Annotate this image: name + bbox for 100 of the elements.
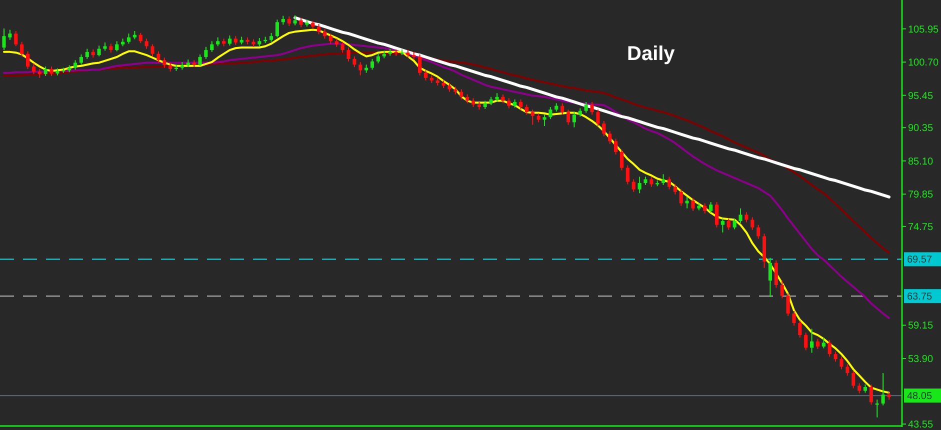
y-tick-label: 79.85: [908, 190, 934, 201]
candlestick: [418, 54, 422, 76]
candlestick: [150, 44, 154, 57]
candlestick: [507, 98, 511, 109]
candlestick: [662, 174, 666, 186]
candlestick: [714, 202, 719, 228]
y-tick-label: 105.95: [908, 24, 940, 36]
candlestick: [602, 120, 606, 137]
candlestick: [726, 218, 730, 230]
candlestick: [632, 178, 636, 192]
candlestick: [317, 24, 321, 35]
candlestick: [340, 41, 344, 54]
candlestick: [881, 372, 885, 406]
ref-line-label: 48.05: [907, 391, 932, 402]
candlestick: [548, 106, 552, 120]
candlestick: [810, 328, 814, 354]
candlestick: [614, 138, 618, 156]
candlestick: [126, 33, 131, 44]
candlestick: [370, 58, 374, 70]
y-tick-label: 85.10: [908, 156, 934, 168]
candlestick: [44, 66, 48, 77]
candlestick: [792, 310, 796, 326]
candlestick: [97, 45, 101, 57]
candlestick: [679, 188, 683, 206]
candlestick: [774, 260, 778, 288]
candlestick: [32, 62, 36, 75]
candlestick: [846, 364, 850, 376]
candlestick: [524, 104, 528, 116]
candlestick: [572, 112, 576, 128]
ref-line-label: 69.57: [907, 254, 932, 266]
candlestick: [703, 202, 707, 214]
candlestick: [566, 109, 570, 126]
candlestick: [768, 257, 772, 298]
candlestick: [673, 184, 677, 195]
candlestick: [780, 280, 784, 299]
y-tick-label: 59.15: [908, 320, 934, 332]
candlestick: [352, 56, 356, 68]
y-tick-label: 90.35: [908, 123, 934, 134]
candlestick: [73, 60, 78, 70]
candlestick: [79, 54, 83, 66]
candlestick: [115, 40, 119, 52]
candlestick: [2, 28, 6, 51]
candlestick: [287, 16, 291, 26]
line-series: [294, 16, 890, 198]
candlestick: [204, 46, 208, 60]
candlestick: [744, 212, 748, 223]
candlestick: [156, 50, 160, 64]
candlestick: [144, 38, 148, 50]
candlestick: [346, 47, 350, 62]
candlestick: [840, 356, 844, 370]
candlestick: [85, 48, 89, 60]
candlestick: [322, 28, 327, 40]
candlestick: [822, 337, 826, 349]
candlestick: [590, 101, 594, 116]
line-series: [3, 42, 890, 319]
candlestick: [828, 340, 832, 358]
candlestick: [8, 29, 12, 40]
candlestick: [460, 88, 464, 100]
candlestick: [328, 33, 332, 44]
candlestick: [691, 198, 695, 212]
candlestick: [198, 54, 202, 66]
candlestick: [620, 148, 624, 171]
candlestick: [424, 70, 428, 81]
candlestick: [26, 50, 30, 70]
candlestick: [667, 176, 672, 190]
candlestick: [638, 176, 642, 194]
candlestick: [542, 114, 546, 127]
candlestick: [685, 196, 689, 209]
candlestick: [530, 109, 534, 126]
annotation: Daily: [627, 43, 676, 65]
candlestick: [750, 216, 754, 230]
candlestick: [358, 62, 362, 76]
candlestick: [596, 109, 600, 127]
y-tick-label: 74.75: [908, 222, 934, 233]
candlestick: [858, 382, 862, 394]
candlestick: [756, 224, 760, 240]
candlestick: [162, 57, 166, 68]
candlestick: [275, 19, 280, 38]
candlestick: [299, 17, 303, 28]
candlestick: [852, 370, 856, 389]
candlestick: [293, 14, 297, 26]
candlestick: [804, 332, 808, 351]
candlestick: [228, 34, 232, 46]
candlestick: [732, 218, 736, 230]
candlestick: [786, 292, 790, 317]
candlestick: [560, 102, 564, 116]
candlestick: [584, 101, 588, 114]
candlestick: [816, 338, 820, 350]
y-tick-label: 43.55: [908, 420, 934, 430]
candlestick: [608, 130, 612, 144]
candlestick: [834, 351, 838, 362]
candlestick: [720, 218, 724, 233]
candlestick: [738, 208, 742, 224]
candlestick: [626, 164, 630, 185]
candlestick: [709, 202, 713, 214]
y-tick-label: 100.70: [908, 58, 940, 69]
candlestick: [210, 40, 214, 52]
candlestick: [14, 30, 18, 47]
candlestick: [138, 32, 142, 44]
candlestick: [869, 384, 873, 406]
